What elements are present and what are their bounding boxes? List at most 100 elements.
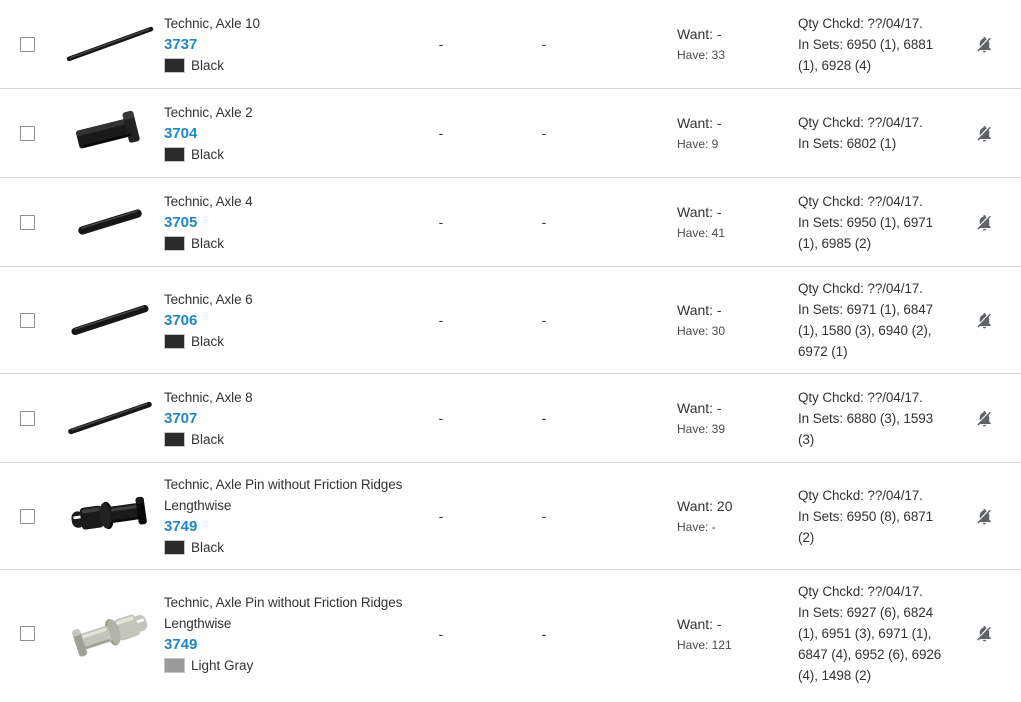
color-swatch (164, 146, 185, 162)
part-name: Technic, Axle 4 (164, 193, 253, 209)
checkbox-cell (0, 626, 56, 641)
qty-checked-date: Qty Chckd: ??/04/17. (798, 15, 923, 31)
part-number-link[interactable]: 3749 (164, 518, 198, 535)
have-qty: Have: 33 (677, 48, 726, 62)
part-thumbnail (76, 110, 140, 149)
want-have-cell: Want: 20 Have: - (626, 496, 798, 536)
want-qty: Want: - (677, 400, 722, 416)
part-name: Technic, Axle 8 (164, 389, 253, 405)
row-checkbox[interactable] (20, 125, 35, 141)
color-swatch (164, 657, 185, 673)
part-color: Black (164, 429, 412, 450)
want-have-cell: Want: - Have: 33 (626, 24, 798, 64)
part-image[interactable] (56, 11, 164, 77)
have-qty: Have: - (677, 520, 716, 534)
notifications-off-icon[interactable] (975, 507, 994, 526)
row-checkbox[interactable] (20, 410, 35, 426)
want-have-cell: Want: - Have: 41 (626, 202, 798, 242)
part-image[interactable] (56, 287, 164, 353)
column-value-1: - (438, 410, 444, 426)
part-image[interactable] (56, 189, 164, 255)
part-color: Black (164, 144, 412, 165)
have-qty: Have: 30 (677, 324, 726, 338)
have-qty: Have: 9 (677, 137, 719, 151)
color-swatch (164, 540, 185, 555)
row-checkbox[interactable] (20, 312, 35, 328)
qty-checked-insets: Qty Chckd: ??/04/17. In Sets: 6950 (1), … (798, 191, 948, 254)
in-sets-list: In Sets: 6950 (1), 6971 (1), 6985 (2) (798, 214, 934, 251)
column-value-2: - (541, 410, 547, 426)
part-info-cell: Technic, Axle 8 3707 Black (164, 387, 420, 450)
part-info-cell: Technic, Axle 2 3704 Black (164, 102, 420, 165)
part-color: Black (164, 537, 412, 558)
part-thumbnail (72, 614, 148, 657)
checkbox-cell (0, 36, 56, 52)
column-value-1: - (438, 508, 444, 524)
part-number-link[interactable]: 3737 (164, 35, 198, 53)
row-checkbox[interactable] (20, 626, 35, 641)
checkbox-cell (0, 312, 56, 328)
notifications-off-icon[interactable] (975, 35, 994, 54)
part-number-link[interactable]: 3705 (164, 213, 198, 231)
row-checkbox[interactable] (20, 36, 35, 52)
qty-checked-date: Qty Chckd: ??/04/17. (798, 115, 923, 130)
want-qty: Want: 20 (677, 498, 733, 514)
column-value-2: - (541, 125, 547, 141)
part-number-link[interactable]: 3707 (164, 409, 198, 427)
part-color: Black (164, 55, 412, 76)
icon-cell (948, 507, 1021, 526)
part-thumbnail (71, 305, 149, 335)
column-value-2: - (541, 508, 547, 524)
qty-checked-date: Qty Chckd: ??/04/17. (798, 193, 923, 209)
row-checkbox[interactable] (20, 508, 35, 524)
color-name: Black (191, 146, 225, 162)
part-number-link[interactable]: 3706 (164, 311, 198, 329)
part-name: Technic, Axle Pin without Friction Ridge… (164, 594, 403, 631)
part-info-cell: Technic, Axle 4 3705 Black (164, 191, 420, 254)
qty-checked-date: Qty Chckd: ??/04/17. (798, 389, 923, 405)
want-qty: Want: - (677, 302, 722, 318)
part-image[interactable] (56, 100, 164, 166)
column-value-2: - (541, 36, 547, 52)
part-color: Black (164, 331, 412, 352)
qty-checked-date: Qty Chckd: ??/04/17. (798, 487, 923, 503)
notifications-off-icon[interactable] (975, 311, 994, 330)
in-sets-list: In Sets: 6950 (1), 6881 (1), 6928 (4) (798, 36, 934, 73)
part-name: Technic, Axle 2 (164, 104, 253, 120)
notifications-off-icon[interactable] (975, 409, 994, 428)
notifications-off-icon[interactable] (975, 624, 994, 643)
part-number-link[interactable]: 3704 (164, 124, 198, 142)
part-info-cell: Technic, Axle Pin without Friction Ridge… (164, 474, 420, 558)
qty-checked-insets: Qty Chckd: ??/04/17. In Sets: 6971 (1), … (798, 278, 948, 362)
color-swatch (164, 333, 185, 349)
part-image[interactable] (56, 385, 164, 451)
part-image[interactable] (56, 483, 164, 549)
column-value-1: - (438, 625, 444, 642)
qty-checked-insets: Qty Chckd: ??/04/17. In Sets: 6950 (8), … (798, 485, 948, 548)
part-image[interactable] (56, 601, 164, 667)
part-name: Technic, Axle 6 (164, 291, 253, 307)
part-color: Light Gray (164, 655, 412, 676)
column-value-2: - (541, 214, 547, 230)
qty-checked-insets: Qty Chckd: ??/04/17. In Sets: 6880 (3), … (798, 387, 948, 450)
row-checkbox[interactable] (20, 214, 35, 230)
notifications-off-icon[interactable] (975, 213, 994, 232)
color-name: Black (191, 235, 225, 251)
icon-cell (948, 311, 1021, 330)
notifications-off-icon[interactable] (975, 124, 994, 143)
color-name: Black (191, 333, 225, 349)
part-info-cell: Technic, Axle 10 3737 Black (164, 13, 420, 76)
icon-cell (948, 124, 1021, 143)
in-sets-list: In Sets: 6950 (8), 6871 (2) (798, 508, 934, 545)
color-swatch (164, 57, 185, 73)
part-name: Technic, Axle Pin without Friction Ridge… (164, 477, 403, 513)
column-value-2: - (541, 312, 547, 328)
part-number-link[interactable]: 3749 (164, 635, 198, 653)
want-have-cell: Want: - Have: 9 (626, 113, 798, 153)
want-qty: Want: - (677, 26, 722, 42)
checkbox-cell (0, 410, 56, 426)
checkbox-cell (0, 214, 56, 230)
in-sets-list: In Sets: 6802 (1) (798, 136, 897, 151)
have-qty: Have: 41 (677, 226, 726, 240)
